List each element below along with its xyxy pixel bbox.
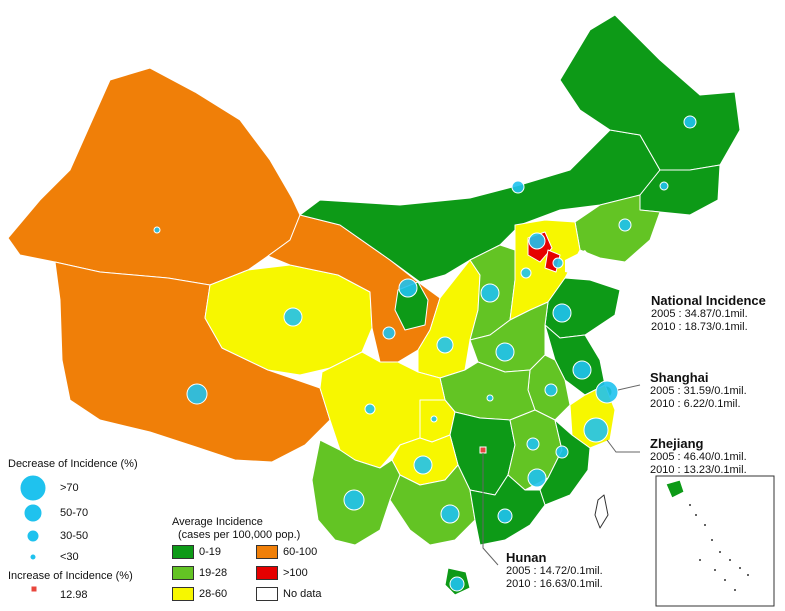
bubble-beijing: [528, 232, 546, 250]
bubble-yunnan: [343, 489, 365, 511]
bubble-guizhou: [413, 455, 433, 475]
shanghai-label: Shanghai 2005 : 31.59/0.1mil. 2010 : 6.2…: [650, 370, 747, 411]
legend-bubble-50-70: [23, 503, 43, 523]
swatch-no-data: [256, 587, 278, 601]
bubble-shanxi: [480, 283, 500, 303]
national-incidence-label: National Incidence 2005 : 34.87/0.1mil. …: [651, 293, 766, 334]
legend-decrease-item: 30-50: [60, 530, 89, 542]
legend-bubble-lt30: [29, 553, 37, 561]
national-title: National Incidence: [651, 293, 766, 308]
bubble-gansu: [382, 326, 396, 340]
bubble-guangdong2: [497, 508, 513, 524]
bubble-anhui: [544, 383, 558, 397]
zhejiang-2010: 2010 : 13.23/0.1mil.: [650, 464, 747, 476]
swatch-gt100: [256, 566, 278, 580]
national-2010: 2010 : 18.73/0.1mil.: [651, 321, 748, 333]
bubble-tibet: [186, 383, 208, 405]
south-china-sea-inset: [655, 475, 775, 607]
bubble-guangdong: [527, 468, 547, 488]
hunan-label: Hunan 2005 : 14.72/0.1mil. 2010 : 16.63/…: [506, 550, 603, 591]
region-liaoning: [574, 194, 661, 263]
swatch-28-60: [172, 587, 194, 601]
hunan-2010: 2010 : 16.63/0.1mil.: [506, 578, 603, 590]
bubble-shaanxi: [436, 336, 454, 354]
legend-increase-value: 12.98: [60, 589, 88, 601]
legend-increase-title: Increase of Incidence (%): [8, 570, 133, 582]
legend-increase-marker: [30, 585, 38, 593]
region-heilongjiang: [559, 14, 741, 171]
bubble-hebei: [520, 267, 532, 279]
legend-average-item: 19-28: [199, 567, 228, 579]
bubble-sichuan: [364, 403, 376, 415]
bubble-hainan: [449, 576, 465, 592]
region-fujian: [539, 419, 591, 506]
legend-average-title: Average Incidence: [172, 516, 263, 528]
legend-decrease-item: 50-70: [60, 507, 89, 519]
legend-bubble-gt70: [19, 474, 47, 502]
legend-decrease-item: >70: [60, 482, 79, 494]
bubble-qinghai: [283, 307, 303, 327]
bubble-zhejiang: [583, 417, 609, 443]
bubble-jilin: [659, 181, 669, 191]
region-xinjiang: [7, 67, 301, 286]
bubble-jiangsu: [572, 360, 592, 380]
legend-decrease-item: <30: [60, 551, 79, 563]
shanghai-2005: 2005 : 31.59/0.1mil.: [650, 385, 747, 397]
bubble-fujian: [555, 445, 569, 459]
hunan-title: Hunan: [506, 550, 547, 565]
shanghai-title: Shanghai: [650, 370, 709, 385]
bubble-henan: [495, 342, 515, 362]
legend-average-item: >100: [283, 567, 308, 579]
bubble-chongqing: [430, 415, 438, 423]
legend-average-subtitle: (cases per 100,000 pop.): [178, 529, 301, 541]
swatch-19-28: [172, 566, 194, 580]
legend-decrease-title: Decrease of Incidence (%): [8, 458, 138, 470]
bubble-inner-mongolia: [511, 180, 525, 194]
hunan-2005: 2005 : 14.72/0.1mil.: [506, 565, 603, 577]
bubble-jiangxi: [526, 437, 540, 451]
legend-average-item: 60-100: [283, 546, 318, 558]
legend-bubble-30-50: [26, 529, 40, 543]
zhejiang-label: Zhejiang 2005 : 46.40/0.1mil. 2010 : 13.…: [650, 436, 747, 477]
swatch-60-100: [256, 545, 278, 559]
bubble-hubei: [486, 394, 494, 402]
legend-average-item: No data: [283, 588, 322, 600]
bubble-guangxi: [440, 504, 460, 524]
bubble-tianjin: [552, 257, 564, 269]
swatch-0-19: [172, 545, 194, 559]
bubble-liaoning: [618, 218, 632, 232]
bubble-heilongjiang: [683, 115, 697, 129]
legend-average-item: 28-60: [199, 588, 228, 600]
shanghai-2010: 2010 : 6.22/0.1mil.: [650, 398, 741, 410]
national-2005: 2005 : 34.87/0.1mil.: [651, 308, 748, 320]
bubble-shanghai: [595, 380, 619, 404]
bubble-ningxia: [398, 278, 418, 298]
increase-marker-hunan: [479, 446, 487, 454]
bubble-shandong: [552, 303, 572, 323]
legend-average-item: 0-19: [199, 546, 222, 558]
zhejiang-2005: 2005 : 46.40/0.1mil.: [650, 451, 747, 463]
zhejiang-title: Zhejiang: [650, 436, 704, 451]
region-taiwan: [594, 494, 609, 529]
bubble-xinjiang: [153, 226, 161, 234]
